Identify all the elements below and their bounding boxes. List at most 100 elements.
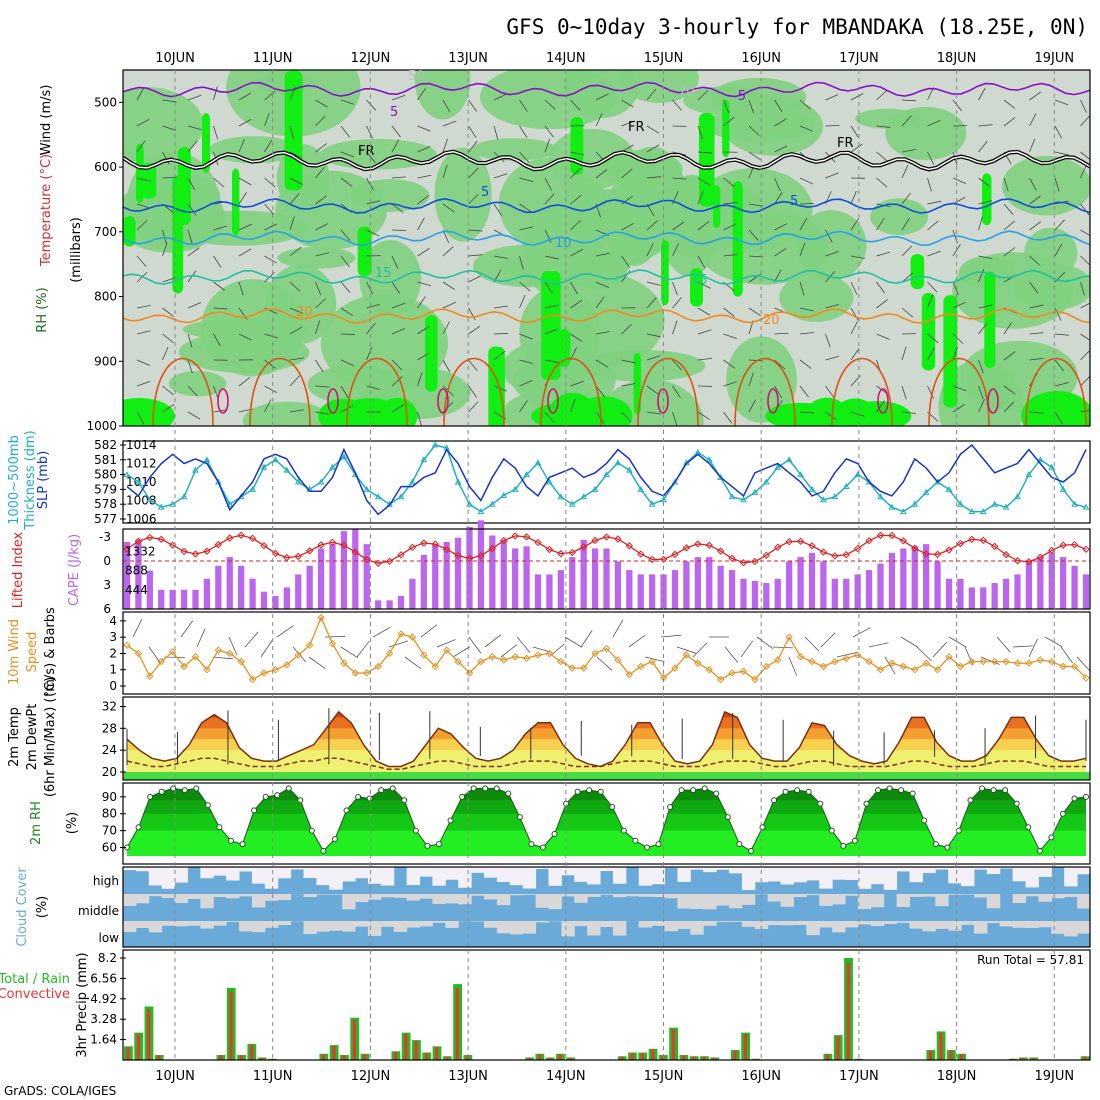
wind-barb — [187, 177, 196, 191]
cape-bar — [1060, 557, 1067, 609]
contour-label: 20 — [763, 313, 780, 328]
wind-barb — [340, 646, 359, 659]
rh-mid-area — [795, 210, 867, 281]
wind-barb — [676, 646, 697, 654]
rh-point — [632, 837, 639, 844]
cloud-gap — [458, 867, 472, 888]
wind-barb — [672, 177, 687, 180]
wind-barb — [544, 138, 551, 153]
wind-point — [328, 639, 337, 648]
cloud-gap — [909, 921, 923, 929]
wind-barb — [570, 380, 584, 387]
wind-barb — [901, 148, 916, 153]
wind-barb — [1054, 243, 1063, 257]
cloud-gap — [948, 867, 962, 884]
cloud-gap — [355, 894, 369, 903]
rh-point — [459, 793, 466, 800]
wind-barb — [748, 372, 754, 387]
cloud-gap — [1025, 894, 1039, 897]
wind-barb — [825, 333, 831, 348]
wind-barb — [264, 399, 272, 413]
cloud-gap — [819, 894, 833, 906]
isotherm-30 — [437, 388, 449, 414]
contour-label: 15 — [691, 273, 708, 288]
cloud-gap — [264, 894, 279, 901]
wind-barb — [340, 385, 349, 399]
cloud-gap — [677, 921, 691, 929]
wind-barb — [978, 200, 993, 205]
y-tick-label: 0 — [109, 679, 117, 693]
wind-barb — [162, 229, 167, 244]
rh-high-area — [1021, 390, 1090, 426]
li-point — [431, 540, 439, 548]
wind-barb — [289, 151, 303, 159]
wind-barb — [748, 399, 756, 413]
wind-barb — [799, 307, 814, 312]
rh-point — [227, 837, 234, 844]
precip-conv-bar — [846, 963, 850, 1060]
wind-barb — [723, 381, 737, 387]
wind-barb — [1054, 99, 1069, 106]
cloud-gap — [1025, 867, 1039, 888]
wind-barb — [136, 359, 151, 366]
cape-bar — [1025, 561, 1033, 609]
thickness-point — [751, 488, 759, 495]
precip-conv-bar — [568, 1057, 573, 1060]
wind-barb — [595, 113, 603, 127]
cloud-gap — [922, 867, 936, 874]
wind-barb — [1080, 410, 1090, 413]
cloud-gap — [819, 867, 833, 889]
isotherm-25 — [734, 357, 796, 426]
cloud-gap — [728, 921, 743, 922]
cape-bar — [1037, 557, 1044, 609]
wind-barb — [391, 281, 401, 294]
thickness-point — [797, 471, 804, 478]
cloud-gap — [187, 921, 201, 926]
wind-barb — [646, 125, 660, 134]
wind-barb — [927, 250, 941, 257]
wind-barb — [162, 404, 175, 413]
wind-barb — [442, 164, 448, 179]
wind-barb — [927, 281, 938, 293]
thickness-point — [568, 500, 576, 507]
wind-barb — [187, 333, 193, 348]
y-tick-label: 60 — [102, 841, 117, 855]
cape-bar — [500, 539, 507, 609]
li-point — [602, 533, 611, 541]
wind-point — [385, 649, 394, 658]
cloud-gap — [612, 921, 627, 936]
wind-point — [545, 649, 554, 658]
wind-barb — [289, 125, 295, 140]
wind-barb — [417, 174, 432, 179]
wind-barb — [452, 646, 471, 658]
wind-barb — [1029, 113, 1037, 127]
cloud-gap — [496, 867, 511, 882]
precip-conv-bar — [157, 1055, 161, 1060]
wind-barb — [315, 195, 327, 205]
wind-barb — [391, 125, 401, 138]
cape-bar — [683, 561, 690, 609]
wind-barb — [1080, 99, 1087, 113]
precip-conv-bar — [342, 1055, 346, 1060]
cloud-gap — [754, 921, 769, 929]
panel-frame — [122, 782, 1091, 865]
precip-conv-bar — [712, 1057, 717, 1060]
wind-point — [979, 657, 987, 666]
wind-barb — [723, 116, 735, 127]
wind-barb — [162, 277, 176, 283]
temp2m-axis-label: 2m Temp — [7, 707, 22, 767]
wind-barb — [1080, 349, 1090, 361]
wind-barb — [340, 359, 354, 367]
thickness-slp-panel-background — [123, 441, 1090, 523]
y-tick-label: 70 — [102, 824, 117, 838]
wind-barb — [1054, 411, 1063, 425]
rh-mid-area — [201, 279, 305, 377]
wind-barb — [162, 333, 174, 344]
wind-barb — [544, 328, 559, 335]
wind-barb — [1080, 115, 1090, 127]
day-label-bottom: 17JUN — [839, 1069, 879, 1084]
wind-barb — [544, 281, 553, 295]
thickness-point — [808, 485, 816, 492]
temp-area — [127, 711, 1086, 772]
wind-barb — [621, 168, 633, 179]
